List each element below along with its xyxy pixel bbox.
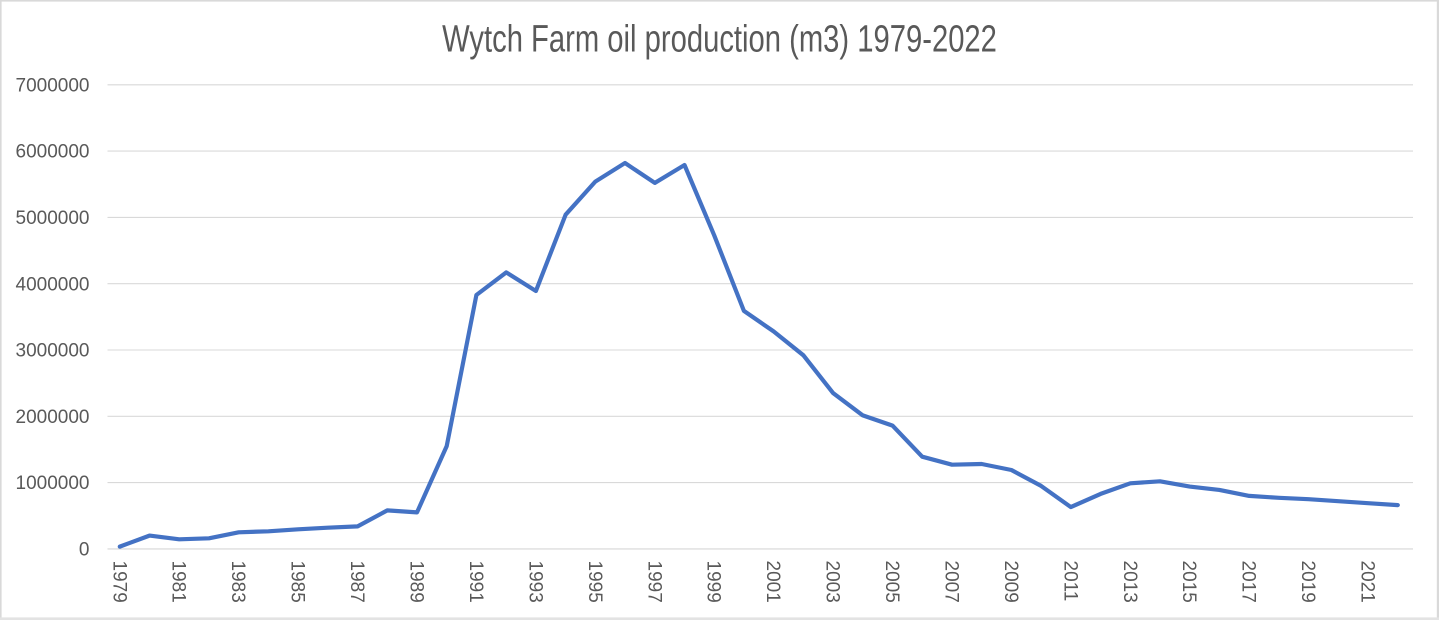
svg-text:2017: 2017: [1238, 561, 1259, 603]
svg-text:0: 0: [79, 540, 90, 561]
svg-text:1983: 1983: [227, 561, 248, 603]
svg-text:1995: 1995: [584, 561, 605, 603]
svg-text:1993: 1993: [524, 561, 545, 603]
svg-text:1997: 1997: [643, 561, 664, 603]
svg-text:2013: 2013: [1119, 561, 1140, 603]
svg-text:1981: 1981: [168, 561, 189, 603]
svg-text:1985: 1985: [287, 561, 308, 603]
svg-text:2003: 2003: [822, 561, 843, 603]
svg-text:2009: 2009: [1000, 561, 1021, 603]
svg-text:2021: 2021: [1357, 561, 1378, 603]
svg-text:1979: 1979: [108, 561, 129, 603]
svg-text:6000000: 6000000: [16, 142, 90, 163]
svg-text:2011: 2011: [1059, 561, 1080, 602]
svg-text:5000000: 5000000: [16, 208, 90, 229]
svg-text:2001: 2001: [762, 561, 783, 603]
svg-text:1987: 1987: [346, 561, 367, 603]
svg-text:2019: 2019: [1297, 561, 1318, 603]
svg-text:1999: 1999: [703, 561, 724, 603]
svg-text:1989: 1989: [406, 561, 427, 603]
svg-text:7000000: 7000000: [16, 75, 90, 96]
svg-text:Wytch Farm oil production (m3): Wytch Farm oil production (m3) 1979-2022: [442, 19, 997, 60]
svg-text:2015: 2015: [1178, 561, 1199, 603]
svg-text:1991: 1991: [465, 561, 486, 603]
svg-text:2000000: 2000000: [16, 407, 90, 428]
svg-text:3000000: 3000000: [16, 341, 90, 362]
svg-text:1000000: 1000000: [16, 473, 90, 494]
svg-text:4000000: 4000000: [16, 274, 90, 295]
svg-text:2005: 2005: [881, 561, 902, 603]
svg-text:2007: 2007: [941, 561, 962, 603]
